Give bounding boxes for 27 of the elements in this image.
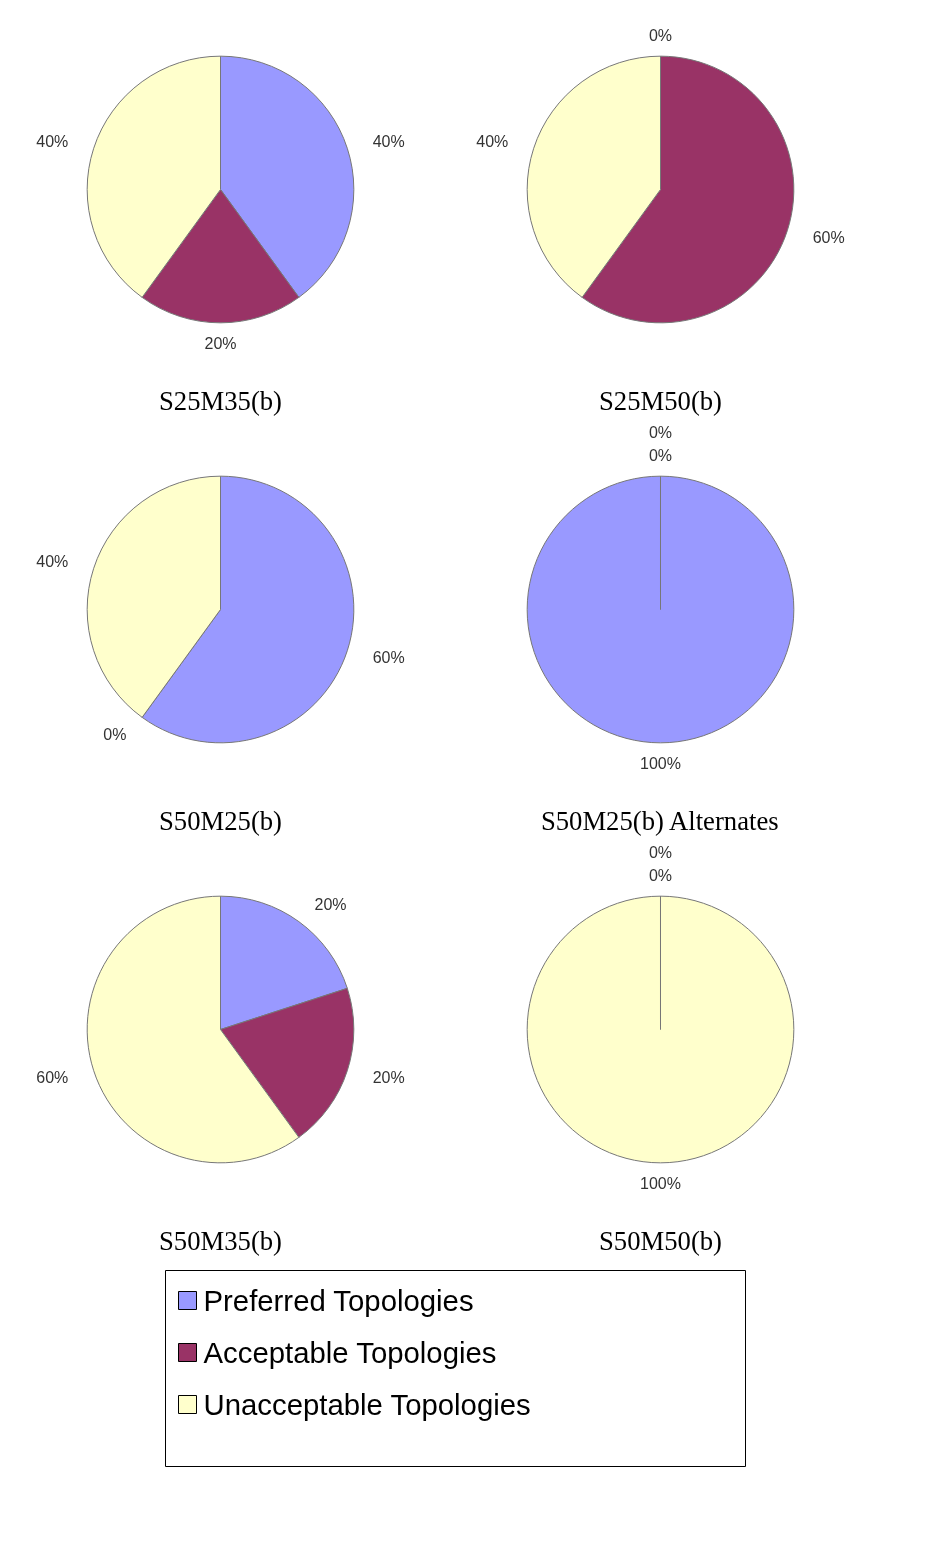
text: 0% xyxy=(648,866,673,884)
text: 0% xyxy=(648,423,673,441)
text: S25M50(b) xyxy=(599,385,722,416)
text: 0% xyxy=(648,446,673,464)
text: S50M25(b) xyxy=(159,805,282,836)
text: 0% xyxy=(648,843,673,861)
data-label: 60% xyxy=(372,648,405,666)
legend-label: Acceptable Topologies xyxy=(203,1336,497,1369)
legend-label: Unacceptable Topologies xyxy=(203,1388,531,1421)
data-label: 20% xyxy=(372,1068,405,1086)
text: 0% xyxy=(103,725,127,743)
data-label: 40% xyxy=(36,133,69,151)
data-label: 20% xyxy=(314,896,347,914)
legend-label: Preferred Topologies xyxy=(203,1284,474,1317)
text: S50M50(b) xyxy=(599,1225,722,1256)
data-label: 100% xyxy=(640,1175,681,1193)
data-label: 40% xyxy=(372,133,405,151)
data-label: 40% xyxy=(36,553,69,571)
text: 0% xyxy=(648,26,673,44)
data-label: 60% xyxy=(812,228,845,246)
text: S50M35(b) xyxy=(159,1225,282,1256)
data-label: 60% xyxy=(36,1068,69,1086)
text: S25M35(b) xyxy=(159,385,282,416)
data-label: 100% xyxy=(640,755,681,773)
data-label: 40% xyxy=(476,133,509,151)
text: S50M25(b) Alternates xyxy=(540,805,779,836)
data-label: 20% xyxy=(204,335,237,353)
